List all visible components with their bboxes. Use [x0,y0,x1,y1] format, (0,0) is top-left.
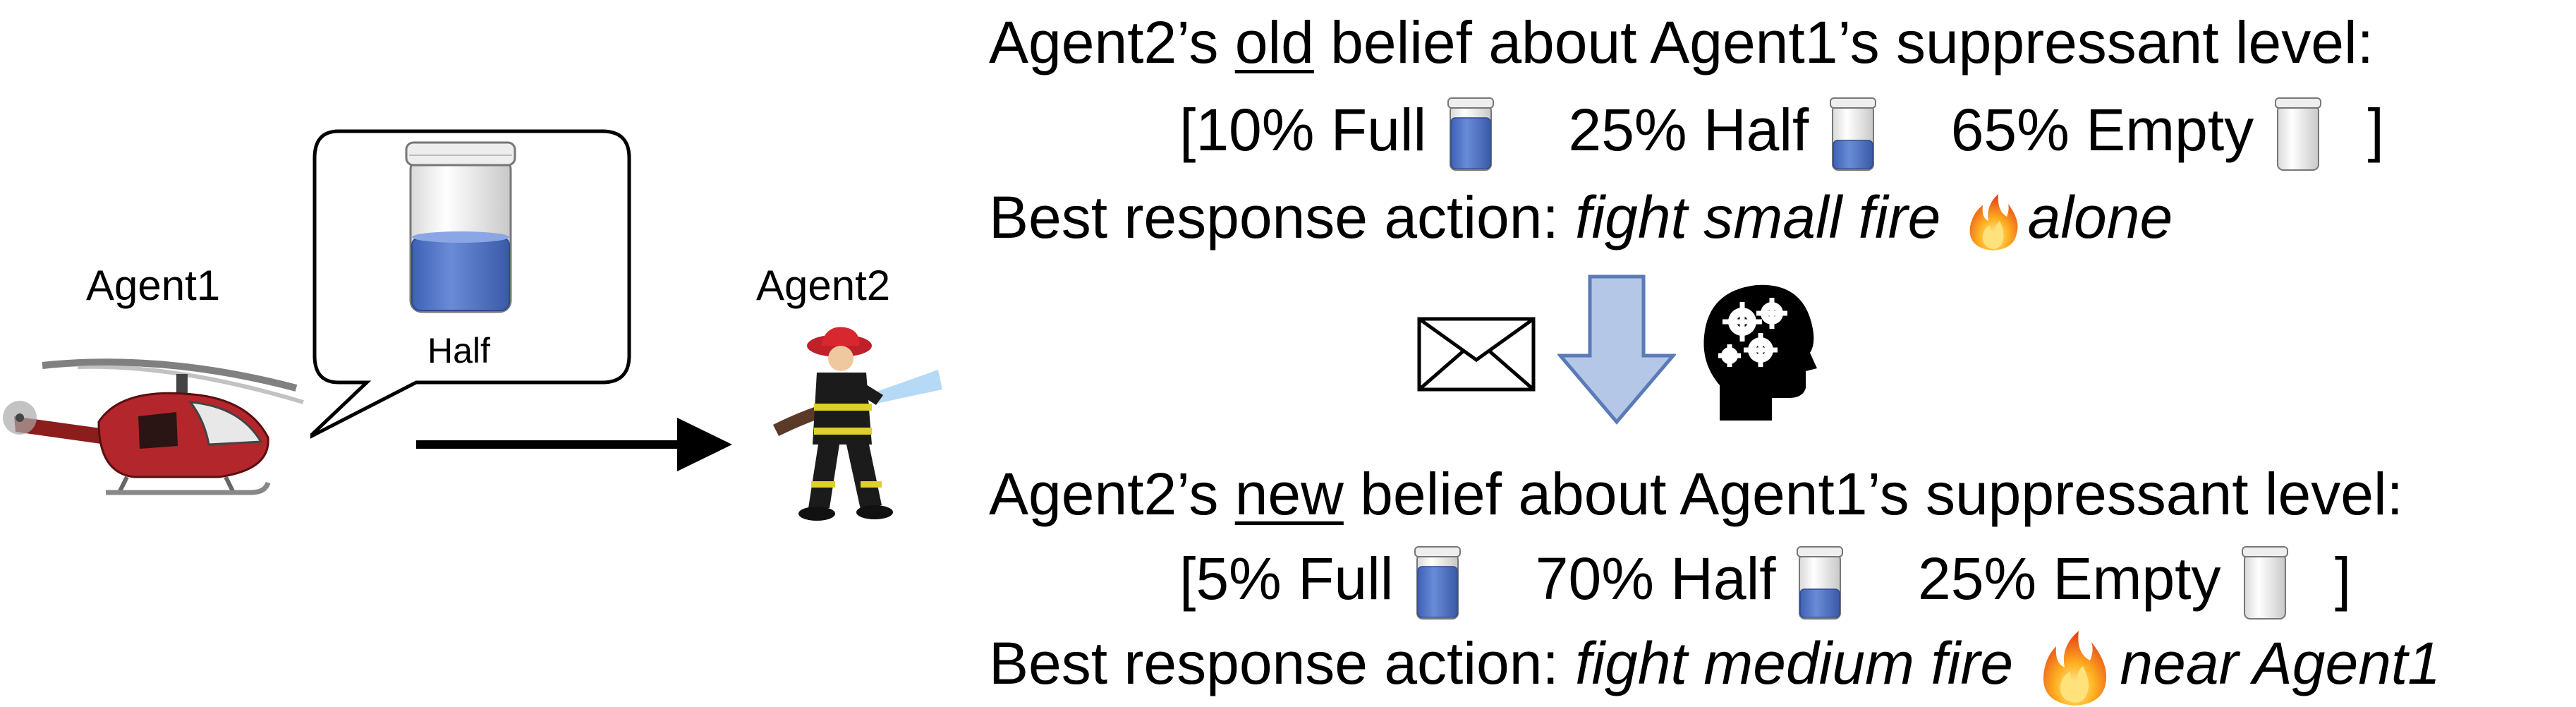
old-open-bracket: [ [1179,97,1196,163]
jar-half-large-icon [405,141,516,313]
new-full-label: 5% Full [1196,545,1394,612]
new-belief-prefix: Agent2’s [989,461,1235,527]
new-belief-suffix: belief about Agent1’s suppressant level: [1343,461,2403,527]
agent2-label: Agent2 [756,262,891,309]
jar-empty-icon [2241,545,2288,620]
jar-full-icon [1447,97,1494,171]
new-distribution-line: [5% Full 70% Half 25% Empty ] [1179,543,2576,622]
new-close-bracket: ] [2334,545,2352,612]
thinking-head-gears-icon [1703,284,1817,421]
envelope-icon [1417,317,1536,392]
jar-full-icon [1414,545,1461,620]
new-empty-label: 25% Empty [1917,545,2221,612]
jar-half-icon [1829,97,1876,171]
new-action-italic-2: near Agent1 [2120,630,2441,696]
old-empty-label: 65% Empty [1950,97,2254,163]
new-action-prefix: Best response action: [989,630,1576,696]
new-action-line: Best response action: fight medium fire … [989,628,2576,707]
old-full-label: 10% Full [1196,97,1427,163]
old-action-prefix: Best response action: [989,184,1576,250]
new-open-bracket: [ [1179,545,1196,612]
old-action-italic-2: alone [2027,184,2173,250]
old-close-bracket: ] [2367,97,2384,163]
old-action-line: Best response action: fight small fire a… [989,182,2576,253]
new-belief-emph: new [1234,461,1344,527]
old-action-italic-1: fight small fire [1575,184,1941,250]
old-belief-line: Agent2’s old belief about Agent1’s suppr… [989,7,2576,78]
down-arrow-icon [1557,274,1676,425]
helicopter-icon [3,358,304,495]
new-action-italic-1: fight medium fire [1575,630,2014,696]
old-belief-suffix: belief about Agent1’s suppressant level: [1313,9,2374,75]
message-arrow [416,418,732,471]
jar-half-icon [1796,545,1843,620]
jar-empty-icon [2274,97,2321,171]
old-belief-emph: old [1234,9,1314,75]
firefighter-icon [772,327,942,521]
fire-small-icon [1969,193,2018,250]
fire-medium-icon [2043,630,2107,706]
new-half-label: 70% Half [1535,545,1776,612]
bubble-label: Half [427,331,490,370]
old-belief-prefix: Agent2’s [989,9,1235,75]
new-belief-line: Agent2’s new belief about Agent1’s suppr… [989,459,2576,529]
old-half-label: 25% Half [1568,97,1809,163]
old-distribution-line: [10% Full 25% Half 65% Empty ] [1179,95,2576,173]
agent1-label: Agent1 [86,262,221,309]
